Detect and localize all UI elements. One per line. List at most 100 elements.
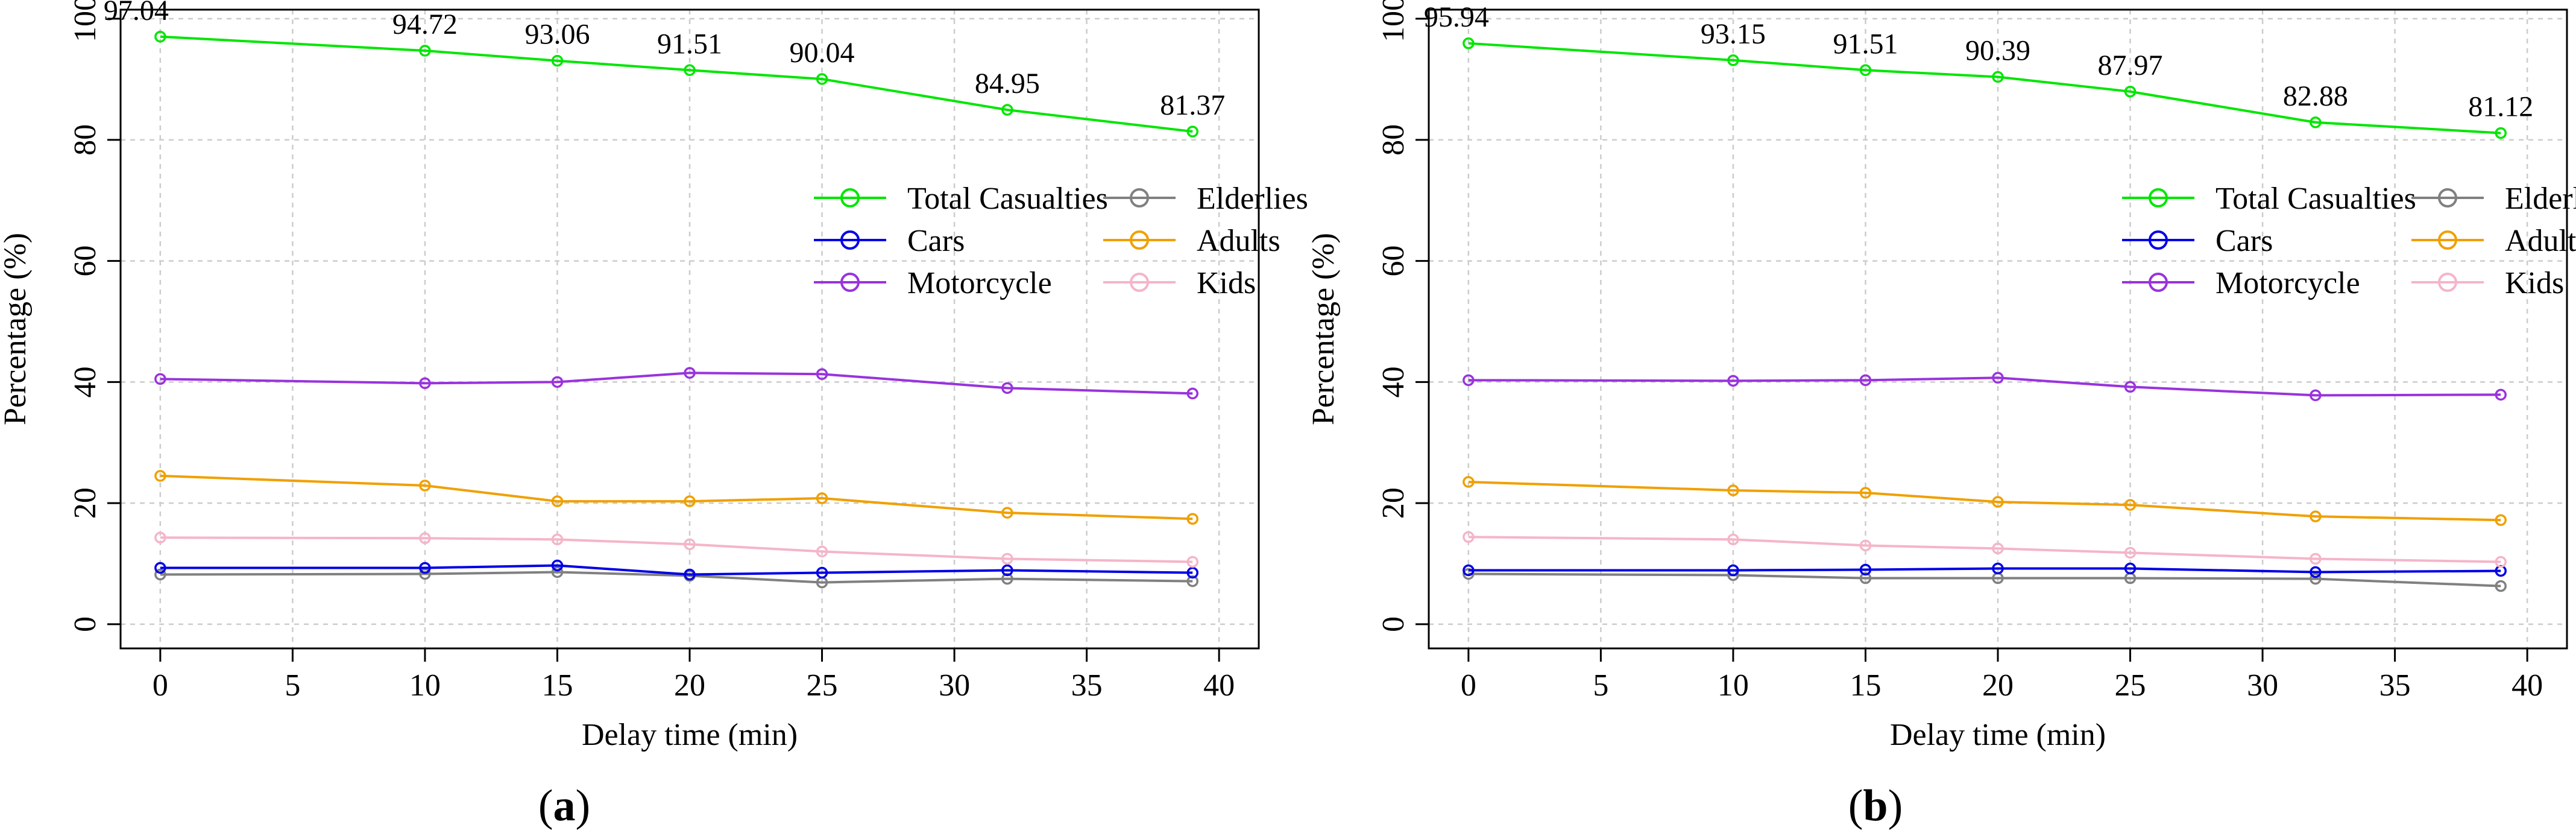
data-point-total-casualties (1727, 54, 1739, 66)
y-tick-label: 40 (1376, 366, 1411, 397)
data-point-adults (551, 495, 564, 507)
legend-label: Adults (2505, 224, 2576, 258)
series-line-cars (160, 564, 1193, 576)
data-point-adults (816, 492, 828, 504)
y-tick-label: 0 (1376, 616, 1411, 632)
data-label: 87.97 (2098, 49, 2163, 81)
data-label: 91.51 (657, 28, 722, 60)
data-point-cars (684, 568, 696, 581)
data-point-motorcycle (2310, 389, 2322, 402)
y-tick-label: 80 (1376, 124, 1411, 156)
data-label: 97.04 (104, 0, 169, 27)
data-point-total-casualties (2310, 116, 2322, 128)
caption-close-paren: ) (576, 781, 591, 831)
data-label: 91.51 (1833, 28, 1898, 60)
data-point-elderlies (1001, 572, 1013, 585)
data-point-adults (2495, 514, 2507, 526)
data-point-adults (2124, 499, 2137, 511)
data-point-motorcycle (2124, 381, 2137, 393)
panel-caption: (a) (538, 781, 590, 831)
data-point-total-casualties (1463, 37, 1475, 49)
data-point-kids (1186, 556, 1198, 568)
data-point-elderlies (2495, 580, 2507, 592)
data-point-total-casualties (551, 54, 564, 67)
legend-item-cars: Cars (2122, 224, 2273, 258)
legend-item-cars: Cars (814, 224, 965, 258)
legend-label: Cars (907, 224, 965, 258)
legend-item-elderlies: Elderlies (2411, 182, 2576, 216)
legend-swatch-marker (840, 230, 860, 250)
data-point-kids (2495, 556, 2507, 568)
data-point-kids (684, 538, 696, 551)
x-tick-label: 5 (1593, 668, 1608, 703)
data-point-cars (1727, 564, 1739, 577)
legend-swatch-marker (2149, 230, 2168, 250)
series-line-total-casualties (1468, 42, 2501, 135)
data-point-motorcycle (1186, 387, 1198, 400)
data-point-motorcycle (1463, 374, 1475, 387)
legend-label: Elderlies (2505, 182, 2576, 216)
caption-label: a (553, 781, 576, 831)
x-tick-label: 25 (807, 668, 838, 703)
data-point-cars (2310, 566, 2322, 578)
data-point-total-casualties (419, 45, 431, 57)
data-point-motorcycle (2495, 388, 2507, 401)
legend-label: Kids (1197, 266, 1256, 300)
x-tick-label: 25 (2115, 668, 2146, 703)
legend-swatch-marker (1130, 188, 1149, 207)
legend-label: Motorcycle (907, 266, 1052, 300)
y-tick-label: 60 (68, 245, 102, 277)
data-point-kids (2310, 553, 2322, 565)
x-tick-label: 40 (1203, 668, 1235, 703)
series-line-total-casualties (160, 35, 1193, 133)
data-point-kids (816, 545, 828, 558)
series-line-kids (1468, 536, 2501, 563)
series-line-motorcycle (1468, 376, 2501, 397)
data-point-kids (551, 533, 564, 546)
legend-swatch-marker (2149, 188, 2168, 207)
legend-item-kids: Kids (2411, 266, 2564, 300)
data-point-motorcycle (154, 373, 166, 385)
series-line-kids (160, 536, 1193, 563)
data-point-cars (2124, 562, 2137, 575)
data-label: 94.72 (392, 8, 458, 40)
y-axis-title: Percentage (%) (1306, 233, 1341, 425)
legend-item-elderlies: Elderlies (1103, 182, 1308, 216)
legend-swatch-marker (840, 188, 860, 207)
y-tick-label: 20 (68, 487, 102, 519)
data-point-adults (419, 480, 431, 492)
data-point-adults (684, 495, 696, 507)
x-tick-label: 10 (1718, 668, 1749, 703)
data-point-cars (551, 559, 564, 572)
data-point-motorcycle (1859, 374, 1872, 387)
legend-swatch-marker (1130, 273, 1149, 292)
x-tick-label: 20 (1982, 668, 2014, 703)
data-label: 81.12 (2468, 91, 2533, 123)
x-axis-title: Delay time (min) (582, 718, 798, 752)
x-tick-label: 30 (2247, 668, 2278, 703)
legend-label: Total Casualties (907, 182, 1108, 216)
data-point-cars (1001, 564, 1013, 577)
data-point-motorcycle (419, 377, 431, 390)
x-tick-label: 0 (153, 668, 168, 703)
data-point-elderlies (1859, 572, 1872, 584)
data-point-kids (1463, 531, 1475, 543)
data-point-cars (419, 562, 431, 574)
data-point-adults (1001, 507, 1013, 519)
data-point-total-casualties (1859, 64, 1872, 77)
data-label: 81.37 (1160, 89, 1225, 121)
series-line-motorcycle (160, 372, 1193, 395)
data-point-cars (1463, 564, 1475, 577)
x-tick-label: 0 (1461, 668, 1476, 703)
data-point-motorcycle (551, 376, 564, 388)
caption-open-paren: ( (538, 781, 553, 831)
data-point-motorcycle (1727, 375, 1739, 387)
caption-open-paren: ( (1848, 781, 1863, 831)
y-axis-title: Percentage (%) (0, 233, 33, 425)
data-point-cars (1859, 563, 1872, 576)
data-label: 82.88 (2283, 80, 2348, 112)
data-point-kids (1859, 539, 1872, 552)
data-point-elderlies (154, 568, 166, 581)
y-tick-label: 20 (1376, 487, 1411, 519)
x-tick-label: 15 (541, 668, 573, 703)
